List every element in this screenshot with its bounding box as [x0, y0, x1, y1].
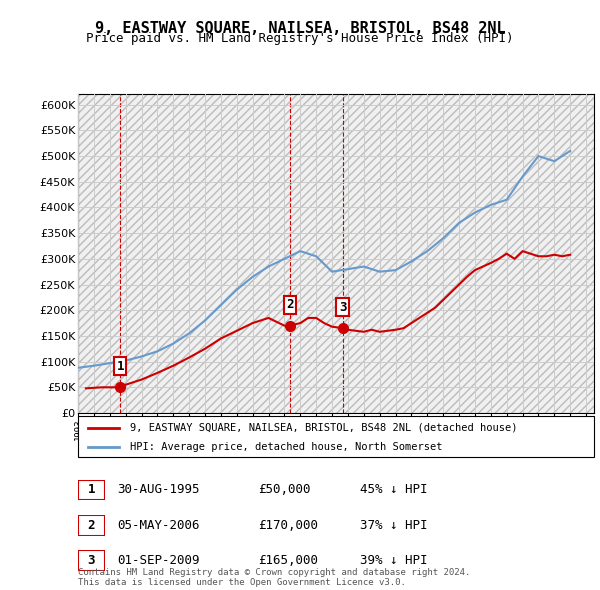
Text: 2: 2: [88, 519, 95, 532]
Bar: [78, 94, 594, 413]
FancyBboxPatch shape: [78, 416, 594, 457]
Text: 3: 3: [88, 554, 95, 568]
Text: 30-AUG-1995: 30-AUG-1995: [117, 483, 199, 496]
Text: 01-SEP-2009: 01-SEP-2009: [117, 554, 199, 567]
Text: 2: 2: [286, 299, 293, 312]
Text: Contains HM Land Registry data © Crown copyright and database right 2024.
This d: Contains HM Land Registry data © Crown c…: [78, 568, 470, 587]
Text: £165,000: £165,000: [258, 554, 318, 567]
Text: £50,000: £50,000: [258, 483, 311, 496]
Text: 05-MAY-2006: 05-MAY-2006: [117, 519, 199, 532]
FancyBboxPatch shape: [78, 515, 105, 536]
FancyBboxPatch shape: [78, 480, 105, 500]
Text: 1: 1: [116, 360, 124, 373]
Text: 9, EASTWAY SQUARE, NAILSEA, BRISTOL, BS48 2NL (detached house): 9, EASTWAY SQUARE, NAILSEA, BRISTOL, BS4…: [130, 422, 517, 432]
Text: 45% ↓ HPI: 45% ↓ HPI: [360, 483, 427, 496]
FancyBboxPatch shape: [78, 550, 105, 571]
Text: 9, EASTWAY SQUARE, NAILSEA, BRISTOL, BS48 2NL: 9, EASTWAY SQUARE, NAILSEA, BRISTOL, BS4…: [95, 21, 505, 35]
Text: £170,000: £170,000: [258, 519, 318, 532]
Text: Price paid vs. HM Land Registry's House Price Index (HPI): Price paid vs. HM Land Registry's House …: [86, 32, 514, 45]
Text: 1: 1: [88, 483, 95, 497]
Text: HPI: Average price, detached house, North Somerset: HPI: Average price, detached house, Nort…: [130, 442, 442, 452]
Text: 39% ↓ HPI: 39% ↓ HPI: [360, 554, 427, 567]
Text: 37% ↓ HPI: 37% ↓ HPI: [360, 519, 427, 532]
Text: 3: 3: [339, 301, 346, 314]
